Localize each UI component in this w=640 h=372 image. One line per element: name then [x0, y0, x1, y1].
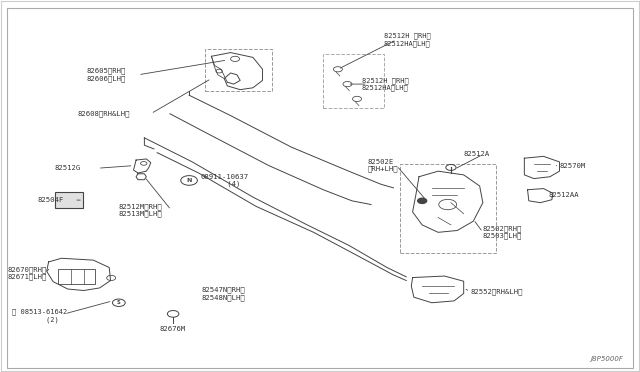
- Text: 82547N〈RH〉
82548N〈LH〉: 82547N〈RH〉 82548N〈LH〉: [202, 286, 246, 301]
- Text: 82676M: 82676M: [159, 326, 186, 332]
- Text: N: N: [186, 178, 192, 183]
- Text: 82512A: 82512A: [464, 151, 490, 157]
- Text: 82670〈RH〉
82671〈LH〉: 82670〈RH〉 82671〈LH〉: [7, 266, 47, 280]
- Text: 82605〈RH〉
82606〈LH〉: 82605〈RH〉 82606〈LH〉: [87, 68, 126, 82]
- Bar: [55, 192, 83, 208]
- Text: 82512H 〈RH〉
82512HA〈LH〉: 82512H 〈RH〉 82512HA〈LH〉: [362, 77, 408, 91]
- Text: 82502E
〈RH+LH〉: 82502E 〈RH+LH〉: [368, 159, 399, 172]
- Text: 08911-10637
      (4): 08911-10637 (4): [200, 174, 249, 187]
- Text: 82512H 〈RH〉
82512HA〈LH〉: 82512H 〈RH〉 82512HA〈LH〉: [384, 32, 431, 47]
- Text: 82552〈RH&LH〉: 82552〈RH&LH〉: [470, 288, 523, 295]
- Text: 82502〈RH〉
82503〈LH〉: 82502〈RH〉 82503〈LH〉: [483, 225, 522, 240]
- Text: 82512M〈RH〉
82513M〈LH〉: 82512M〈RH〉 82513M〈LH〉: [119, 203, 163, 217]
- Circle shape: [418, 198, 427, 203]
- Bar: [205, 49, 272, 92]
- Text: S: S: [117, 300, 121, 305]
- Text: 82608〈RH&LH〉: 82608〈RH&LH〉: [77, 110, 130, 117]
- Text: J8P5000F: J8P5000F: [591, 356, 623, 362]
- Bar: [323, 54, 384, 108]
- Text: Ⓢ 08513-61642
        (2): Ⓢ 08513-61642 (2): [12, 309, 67, 323]
- Bar: [58, 269, 95, 284]
- Bar: [400, 164, 495, 253]
- Text: 82512AA: 82512AA: [548, 192, 579, 198]
- Text: 82504F: 82504F: [38, 197, 64, 203]
- Text: 82570M: 82570M: [559, 163, 586, 169]
- Text: 82512G: 82512G: [55, 165, 81, 171]
